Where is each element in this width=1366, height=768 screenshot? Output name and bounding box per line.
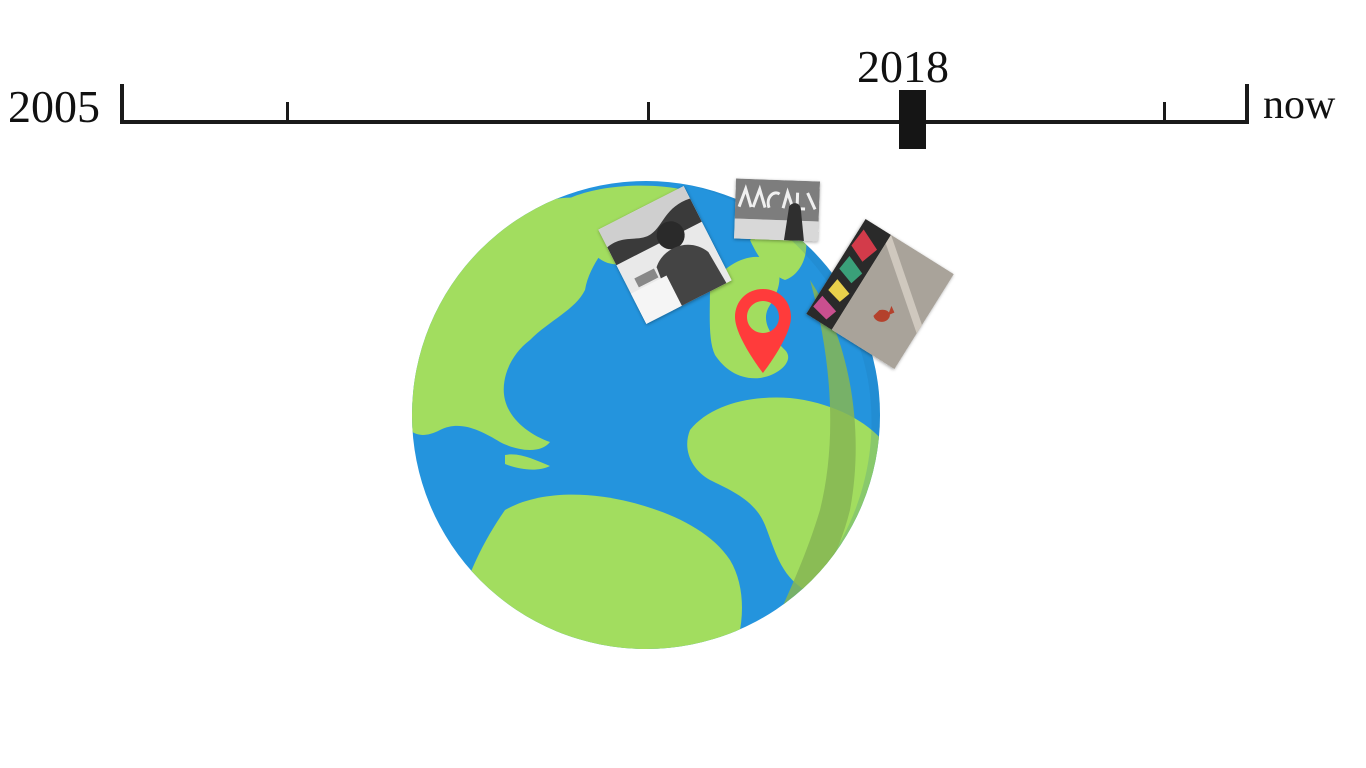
map-pin-icon[interactable] (733, 287, 793, 375)
timeline-tick (1163, 102, 1166, 122)
timeline-track[interactable] (120, 120, 1249, 124)
earth-globe-icon[interactable] (410, 180, 882, 650)
photo-thumbnail-bw-person (598, 185, 732, 325)
photo-thumbnail[interactable] (598, 185, 732, 325)
timeline-slider-handle[interactable] (899, 90, 926, 149)
photo-thumbnail-bw-graffiti-wall (733, 178, 821, 242)
timeline-start-cap (120, 84, 124, 124)
timeline-end-label: now (1263, 82, 1336, 128)
timeline-tick (286, 102, 289, 122)
timeline-end-cap (1245, 84, 1249, 124)
timeline-current-year-label: 2018 (857, 41, 949, 92)
photo-thumbnail-color-street (806, 218, 954, 370)
timeline-start-label: 2005 (8, 81, 100, 132)
timeline-tick (647, 102, 650, 122)
photo-thumbnail[interactable] (733, 178, 821, 242)
photo-thumbnail[interactable] (806, 218, 954, 370)
